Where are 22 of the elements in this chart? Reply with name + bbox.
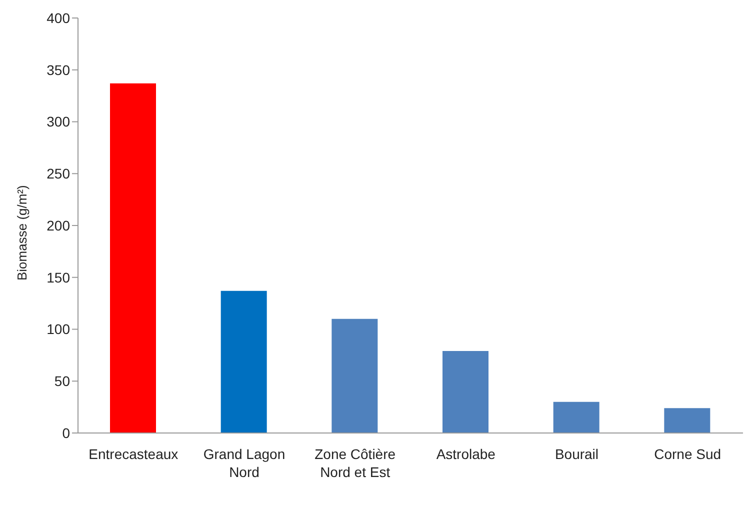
x-tick-label: Corne Sud xyxy=(654,446,722,462)
x-tick-label: Astrolabe xyxy=(436,446,496,462)
y-tick-label: 250 xyxy=(46,166,70,182)
y-axis-title: Biomasse (g/m²) xyxy=(14,185,30,280)
bar xyxy=(110,83,156,433)
y-tick-label: 0 xyxy=(62,424,70,441)
bar xyxy=(553,402,600,433)
y-tick-label: 400 xyxy=(46,10,70,26)
bar xyxy=(664,408,710,433)
bar xyxy=(442,351,488,433)
x-tick-label: Entrecasteaux xyxy=(88,446,178,462)
y-tick-label: 100 xyxy=(46,321,70,338)
y-tick-label: 150 xyxy=(46,269,70,286)
bar xyxy=(220,290,267,433)
y-tick-label: 350 xyxy=(46,62,70,78)
y-tick-label: 200 xyxy=(46,217,70,234)
x-tick-label: Zone Côtière Nord et Est xyxy=(314,446,396,480)
y-tick-label: 50 xyxy=(54,373,70,390)
x-tick-label: Bourail xyxy=(554,446,599,462)
y-tick-label: 300 xyxy=(46,114,70,130)
x-tick-label: Grand Lagon Nord xyxy=(203,446,286,480)
bar xyxy=(332,318,378,433)
